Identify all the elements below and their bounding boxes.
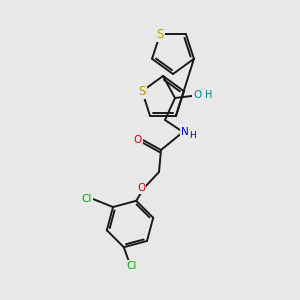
Text: N: N xyxy=(181,127,189,137)
Text: S: S xyxy=(138,85,146,98)
Text: Cl: Cl xyxy=(127,261,137,271)
Text: O: O xyxy=(134,135,142,145)
Text: H: H xyxy=(205,90,212,100)
Text: Cl: Cl xyxy=(82,194,92,204)
Text: S: S xyxy=(156,28,164,41)
Text: O: O xyxy=(193,90,201,100)
Text: H: H xyxy=(190,130,196,140)
Text: O: O xyxy=(137,183,145,193)
